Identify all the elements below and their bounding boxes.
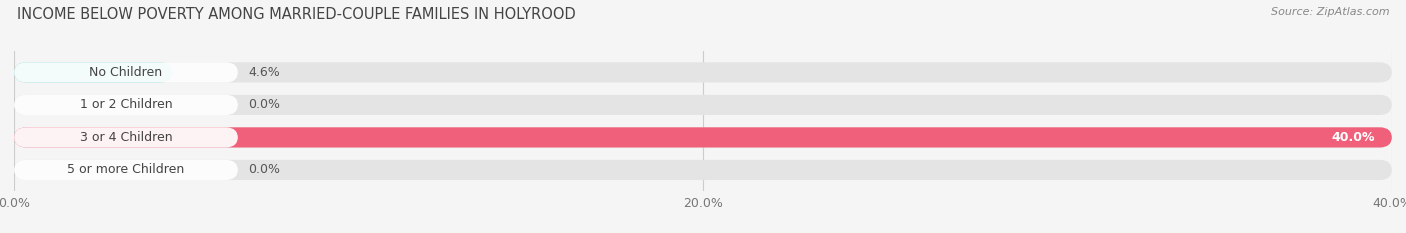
FancyBboxPatch shape <box>14 95 1392 115</box>
FancyBboxPatch shape <box>14 160 1392 180</box>
FancyBboxPatch shape <box>14 95 238 115</box>
Text: Source: ZipAtlas.com: Source: ZipAtlas.com <box>1271 7 1389 17</box>
Text: 4.6%: 4.6% <box>249 66 280 79</box>
Text: 1 or 2 Children: 1 or 2 Children <box>80 98 173 111</box>
FancyBboxPatch shape <box>14 62 1392 82</box>
Text: 40.0%: 40.0% <box>1331 131 1375 144</box>
FancyBboxPatch shape <box>14 127 238 147</box>
FancyBboxPatch shape <box>14 62 238 82</box>
Text: 0.0%: 0.0% <box>249 163 280 176</box>
FancyBboxPatch shape <box>14 127 1392 147</box>
Text: 5 or more Children: 5 or more Children <box>67 163 184 176</box>
Text: 3 or 4 Children: 3 or 4 Children <box>80 131 173 144</box>
FancyBboxPatch shape <box>14 127 1392 147</box>
FancyBboxPatch shape <box>14 160 238 180</box>
Text: 0.0%: 0.0% <box>249 98 280 111</box>
FancyBboxPatch shape <box>14 62 173 82</box>
Text: INCOME BELOW POVERTY AMONG MARRIED-COUPLE FAMILIES IN HOLYROOD: INCOME BELOW POVERTY AMONG MARRIED-COUPL… <box>17 7 575 22</box>
Text: No Children: No Children <box>90 66 163 79</box>
